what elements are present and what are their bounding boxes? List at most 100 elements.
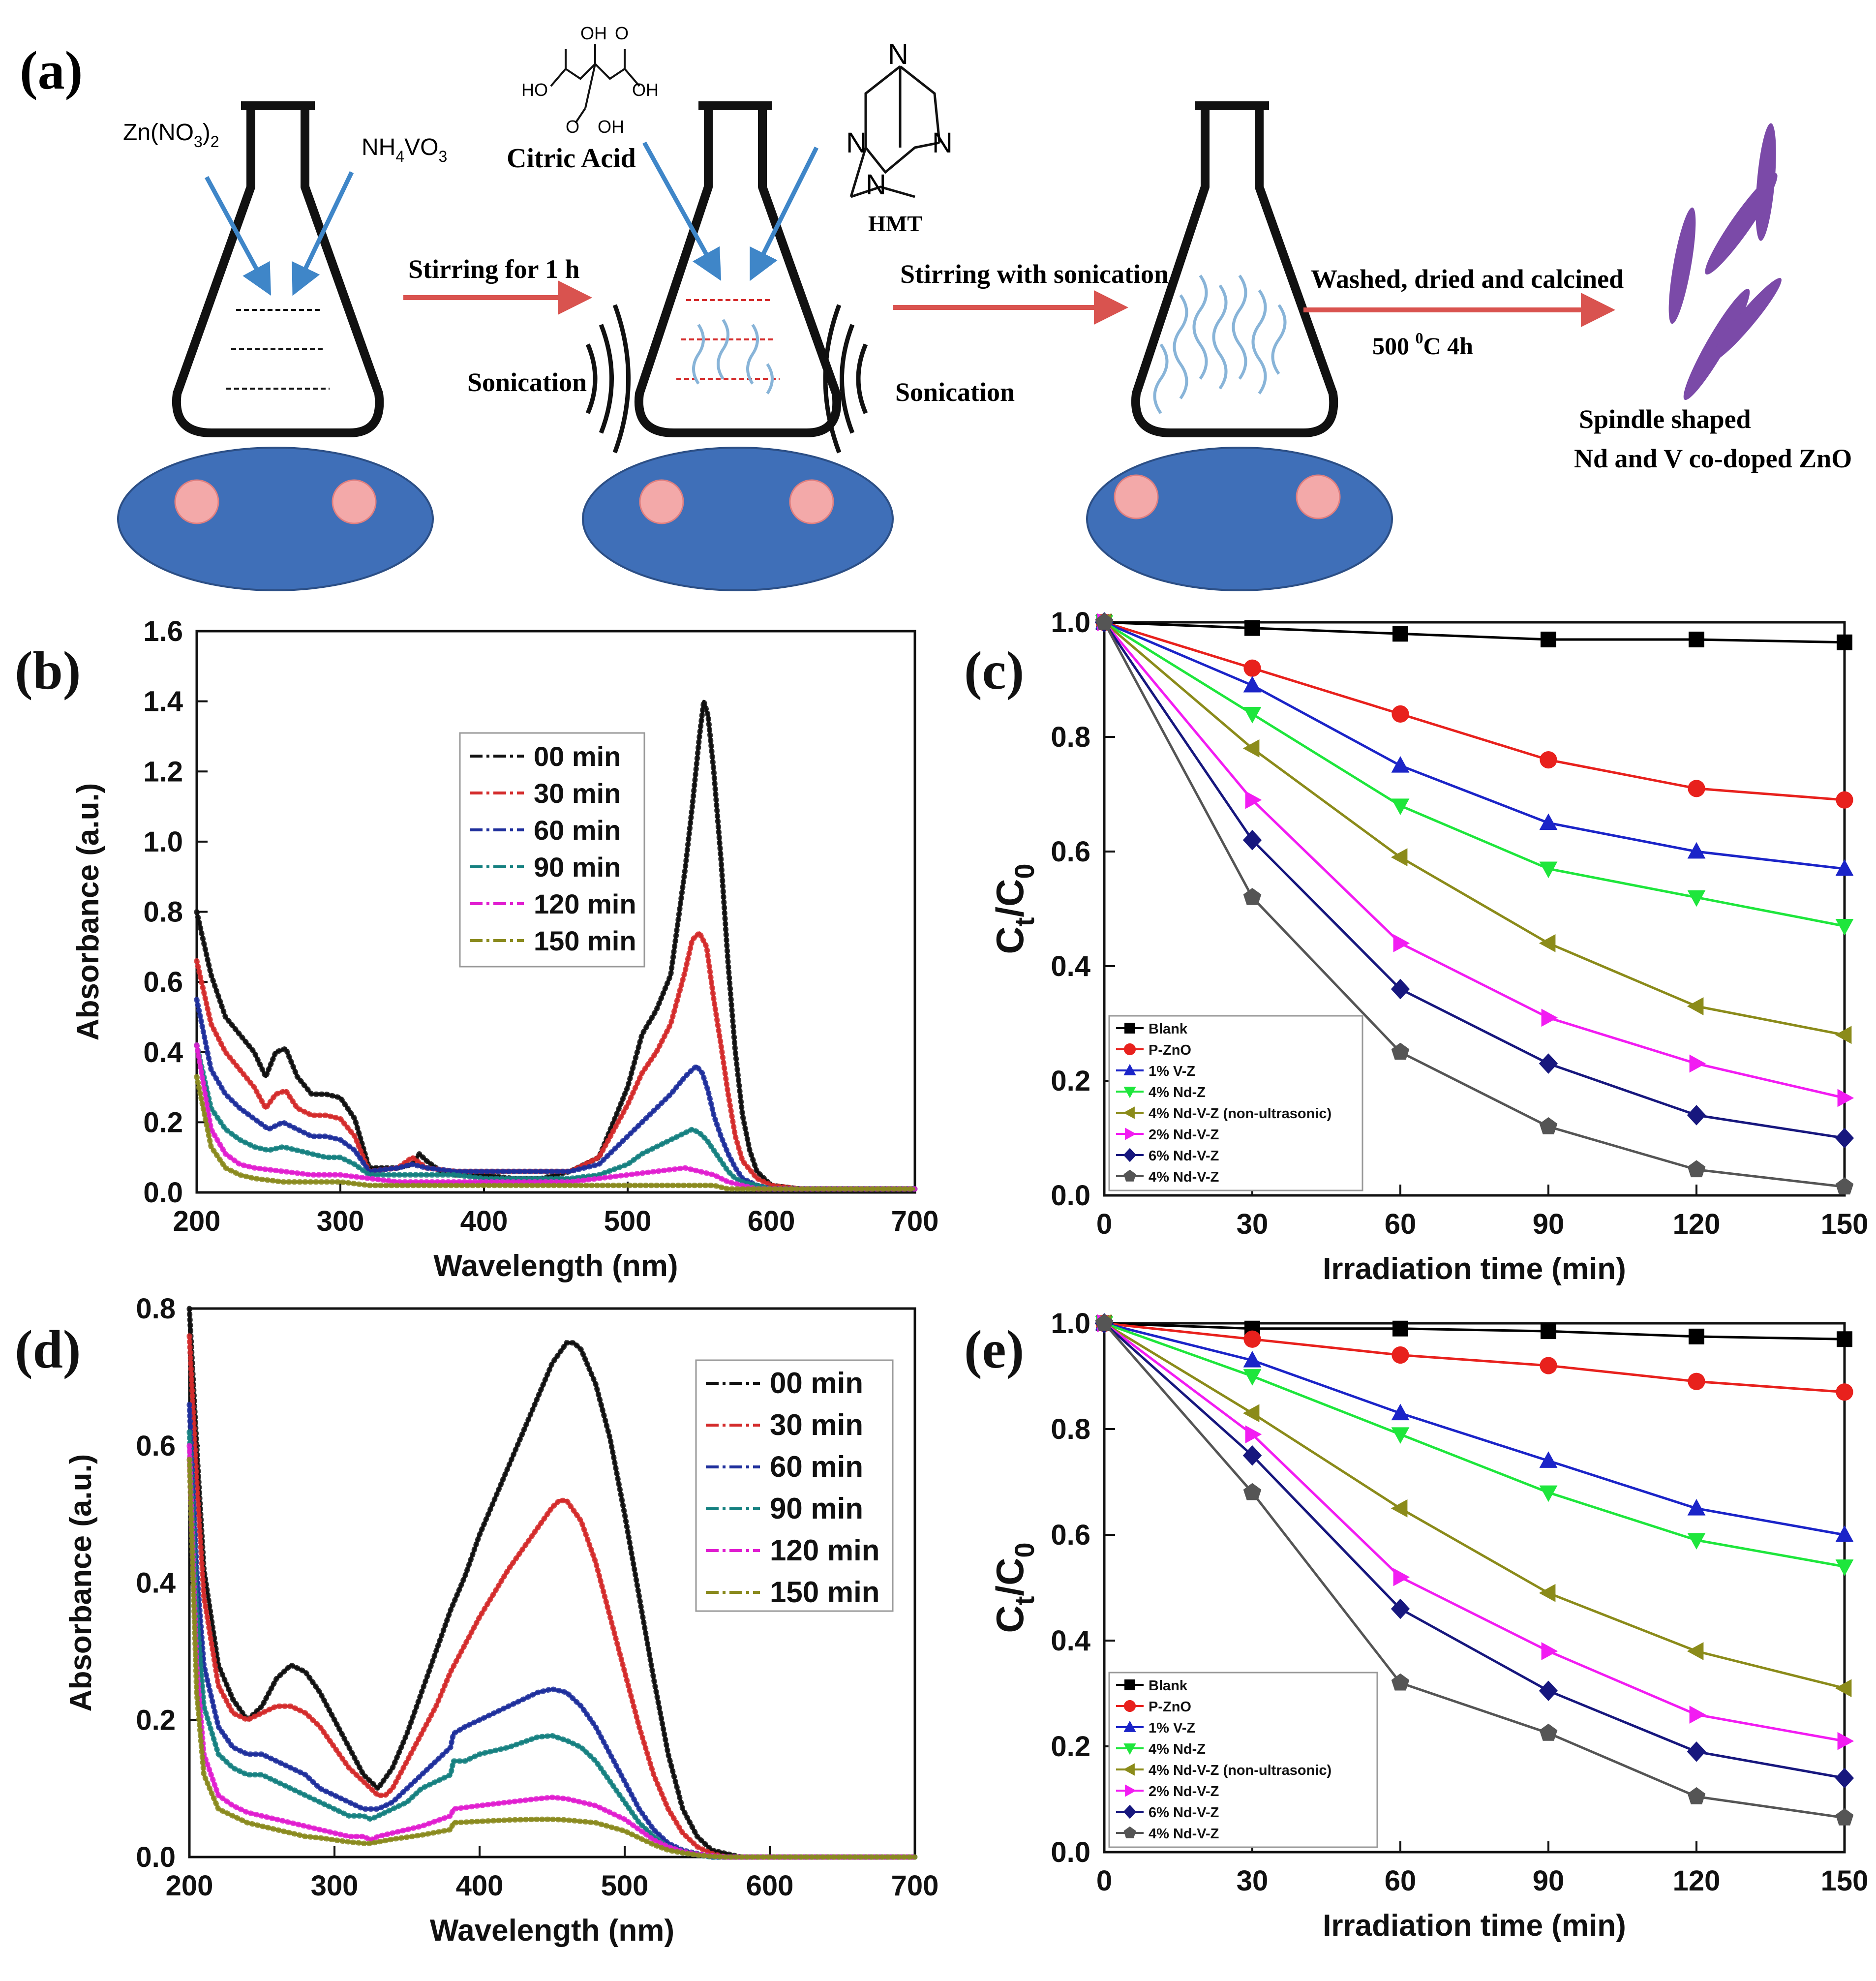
series-dots-00-min bbox=[186, 1306, 918, 1860]
calcination-label: 500 0C 4h bbox=[1372, 329, 1473, 360]
legend-label: Blank bbox=[1149, 1678, 1188, 1694]
series-line-4 bbox=[1103, 621, 1845, 1036]
series-dots-30-min bbox=[186, 1333, 918, 1860]
series-line-4 bbox=[1103, 1322, 1845, 1690]
series-line-3 bbox=[1104, 1322, 1845, 1568]
data-point bbox=[1837, 1331, 1852, 1347]
x-tick-label: 150 bbox=[1821, 1208, 1869, 1240]
legend-label: 150 min bbox=[770, 1576, 879, 1609]
series-line-1 bbox=[1104, 1322, 1845, 1394]
series-line-3 bbox=[1103, 621, 1845, 927]
data-point bbox=[1391, 798, 1410, 815]
y-tick-label: 0.8 bbox=[1051, 1413, 1090, 1445]
flask-3-outline bbox=[1131, 101, 1338, 437]
legend-label: 30 min bbox=[534, 778, 621, 809]
y-tick-label: 1.6 bbox=[143, 615, 183, 647]
y-tick-label: 0.4 bbox=[1051, 1625, 1090, 1657]
y-axis-label-part: t bbox=[1009, 917, 1040, 927]
data-point bbox=[1689, 1328, 1704, 1344]
y-tick-label: 0.6 bbox=[1051, 1519, 1090, 1551]
spindle-1 bbox=[1668, 207, 1696, 324]
legend-swatch-marker bbox=[1123, 1169, 1136, 1182]
y-tick-label: 0.2 bbox=[1051, 1731, 1090, 1763]
legend-swatch-marker bbox=[1123, 1763, 1135, 1776]
data-point bbox=[1245, 791, 1262, 809]
legend-swatch-marker bbox=[1123, 1148, 1137, 1162]
flask-2-nanostructures bbox=[692, 319, 774, 395]
data-point bbox=[1837, 634, 1852, 650]
data-point bbox=[1687, 1642, 1704, 1660]
data-point bbox=[1687, 1499, 1706, 1516]
y-tick-label: 1.0 bbox=[1051, 607, 1090, 639]
data-point bbox=[1391, 1427, 1410, 1444]
legend-swatch-marker bbox=[1123, 1804, 1137, 1819]
legend-label: 90 min bbox=[770, 1492, 863, 1525]
chart-b-uv-absorbance: 200 300 400 500 600 700 0.0 0.2 0.4 0.6 0.8 1.0 1.2 1… bbox=[15, 615, 938, 1283]
legend-swatch-marker bbox=[1123, 1087, 1136, 1098]
y-tick-label: 0.0 bbox=[136, 1841, 176, 1873]
data-point bbox=[1392, 626, 1408, 642]
x-axis-label: Wavelength (nm) bbox=[433, 1249, 678, 1283]
y-axis-label-part: /C bbox=[988, 879, 1031, 917]
flask-2-outline bbox=[634, 101, 842, 437]
x-tick-label: 150 bbox=[1821, 1865, 1869, 1897]
data-point bbox=[1835, 1525, 1854, 1542]
series-dots-150-min bbox=[194, 1074, 918, 1192]
legend-box bbox=[1108, 1672, 1378, 1848]
product-line-1: Spindle shaped bbox=[1579, 404, 1751, 434]
y-tick-label: 1.0 bbox=[143, 826, 183, 858]
data-point bbox=[1393, 1568, 1410, 1586]
data-point bbox=[1539, 934, 1556, 952]
spindle-nanoparticles bbox=[1668, 123, 1782, 400]
y-tick-label: 0.6 bbox=[1051, 836, 1090, 868]
x-tick-label: 60 bbox=[1385, 1865, 1417, 1897]
series-line-6 bbox=[1103, 1322, 1845, 1779]
y-tick-label: 0.2 bbox=[136, 1704, 176, 1736]
legend-label: 2% Nd-V-Z bbox=[1149, 1127, 1219, 1143]
y-axis-label-part: C bbox=[988, 1605, 1031, 1633]
y-axis-label: Absorbance (a.u.) bbox=[64, 1454, 98, 1712]
legend-swatch-marker bbox=[1123, 1720, 1136, 1732]
data-point bbox=[1539, 1723, 1558, 1741]
data-point bbox=[1687, 1787, 1706, 1804]
x-tick-label: 30 bbox=[1237, 1865, 1269, 1897]
legend-swatch-marker bbox=[1123, 1826, 1136, 1838]
x-tick-label: 30 bbox=[1237, 1208, 1269, 1240]
y-tick-label: 0.8 bbox=[136, 1293, 176, 1325]
legend-box bbox=[459, 732, 645, 968]
citric-ho-left: HO bbox=[521, 80, 548, 100]
legend-box bbox=[695, 1359, 894, 1612]
data-point bbox=[1391, 756, 1410, 773]
x-tick-label: 200 bbox=[166, 1870, 213, 1902]
legend-label: 30 min bbox=[770, 1408, 863, 1441]
synthesis-schematic: (a) Zn(NO3)2 NH4VO3 Stirring for 1 h Son… bbox=[20, 23, 1852, 591]
data-point bbox=[1837, 1732, 1854, 1750]
legend-label: 120 min bbox=[770, 1534, 879, 1567]
hmt-n-top: N bbox=[888, 38, 908, 70]
data-point bbox=[1835, 1768, 1854, 1789]
series-dots-90-min bbox=[194, 1042, 918, 1192]
data-point bbox=[1539, 1117, 1558, 1134]
plot-frame bbox=[1103, 621, 1846, 1197]
x-tick-label: 500 bbox=[601, 1870, 649, 1902]
flask-1-outline bbox=[172, 101, 384, 437]
y-axis-label-part: C bbox=[988, 926, 1031, 954]
stir-plate-2-knob-left bbox=[639, 479, 684, 524]
x-tick-label: 600 bbox=[748, 1205, 795, 1237]
data-point bbox=[1391, 978, 1410, 1000]
data-point bbox=[1837, 1089, 1854, 1107]
sonication-2-label: Sonication bbox=[895, 377, 1015, 407]
legend-label: P-ZnO bbox=[1149, 1699, 1191, 1715]
legend-label: 6% Nd-V-Z bbox=[1149, 1148, 1219, 1164]
data-point bbox=[1095, 1313, 1114, 1331]
hmt-n-left: N bbox=[846, 127, 867, 159]
series-line-5 bbox=[1103, 621, 1845, 1099]
stir-plate-1-knob-right bbox=[332, 479, 377, 524]
data-point bbox=[1391, 1673, 1410, 1691]
legend-label: 00 min bbox=[770, 1367, 863, 1400]
data-point bbox=[1539, 1485, 1558, 1502]
x-tick-label: 90 bbox=[1533, 1865, 1565, 1897]
flask-3-nanostructures bbox=[1153, 274, 1287, 414]
series-dots-150-min bbox=[186, 1457, 918, 1860]
legend-label: 1% V-Z bbox=[1149, 1064, 1195, 1079]
